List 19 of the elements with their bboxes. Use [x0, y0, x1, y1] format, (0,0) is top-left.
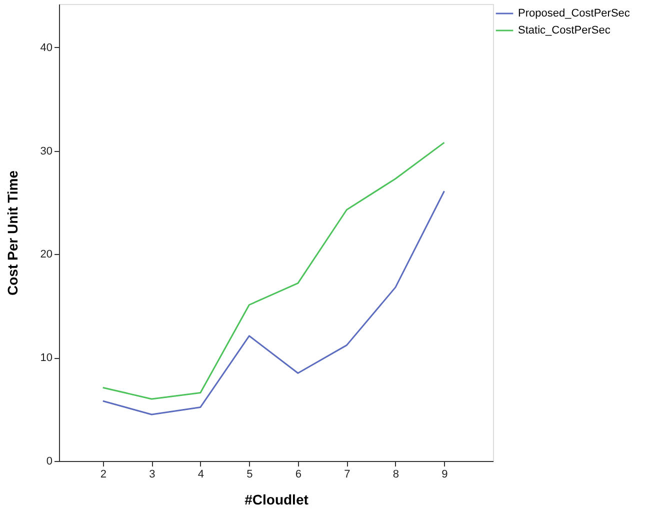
legend-label: Proposed_CostPerSec	[518, 8, 630, 20]
x-tick-label: 5	[246, 468, 253, 480]
line-series	[102, 190, 445, 416]
y-tick-label: 10	[40, 352, 52, 364]
line-series	[102, 142, 445, 400]
legend-label: Static_CostPerSec	[518, 24, 611, 36]
x-tick-label: 2	[100, 468, 106, 480]
x-tick-label: 3	[149, 468, 156, 480]
y-tick-label: 40	[40, 42, 52, 54]
x-axis-title: #Cloudlet	[244, 492, 309, 508]
x-tick-label: 8	[392, 468, 400, 480]
y-tick-label: 30	[40, 145, 52, 158]
y-tick-label: 0	[46, 456, 52, 468]
y-axis-title: Cost Per Unit Time	[4, 170, 20, 296]
y-tick-label: 20	[40, 248, 52, 261]
x-tick-label: 7	[344, 468, 350, 480]
x-tick-label: 9	[442, 468, 448, 480]
x-tick-label: 6	[295, 468, 302, 480]
x-tick-label: 4	[198, 468, 204, 480]
